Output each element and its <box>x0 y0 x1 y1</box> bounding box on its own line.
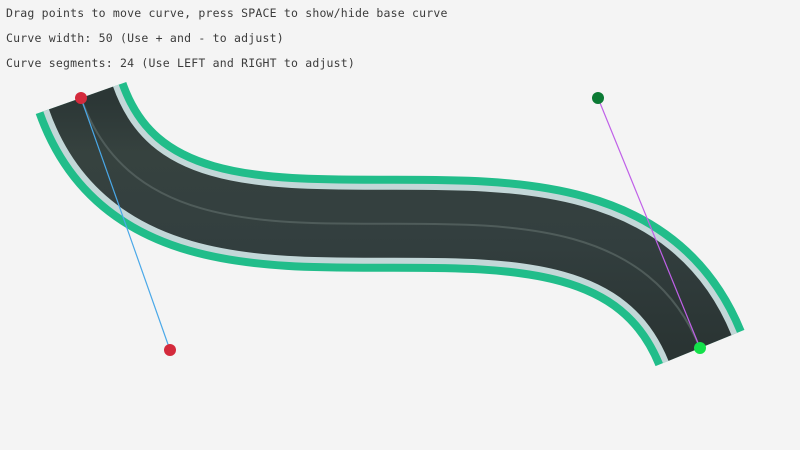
start-anchor-point[interactable] <box>75 92 87 104</box>
end-handle-line <box>597 97 701 349</box>
start-control-point[interactable] <box>164 344 176 356</box>
end-control-point[interactable] <box>592 92 604 104</box>
end-anchor-point[interactable] <box>694 342 706 354</box>
start-handle-line <box>80 97 171 351</box>
curve-center-line <box>80 97 701 349</box>
